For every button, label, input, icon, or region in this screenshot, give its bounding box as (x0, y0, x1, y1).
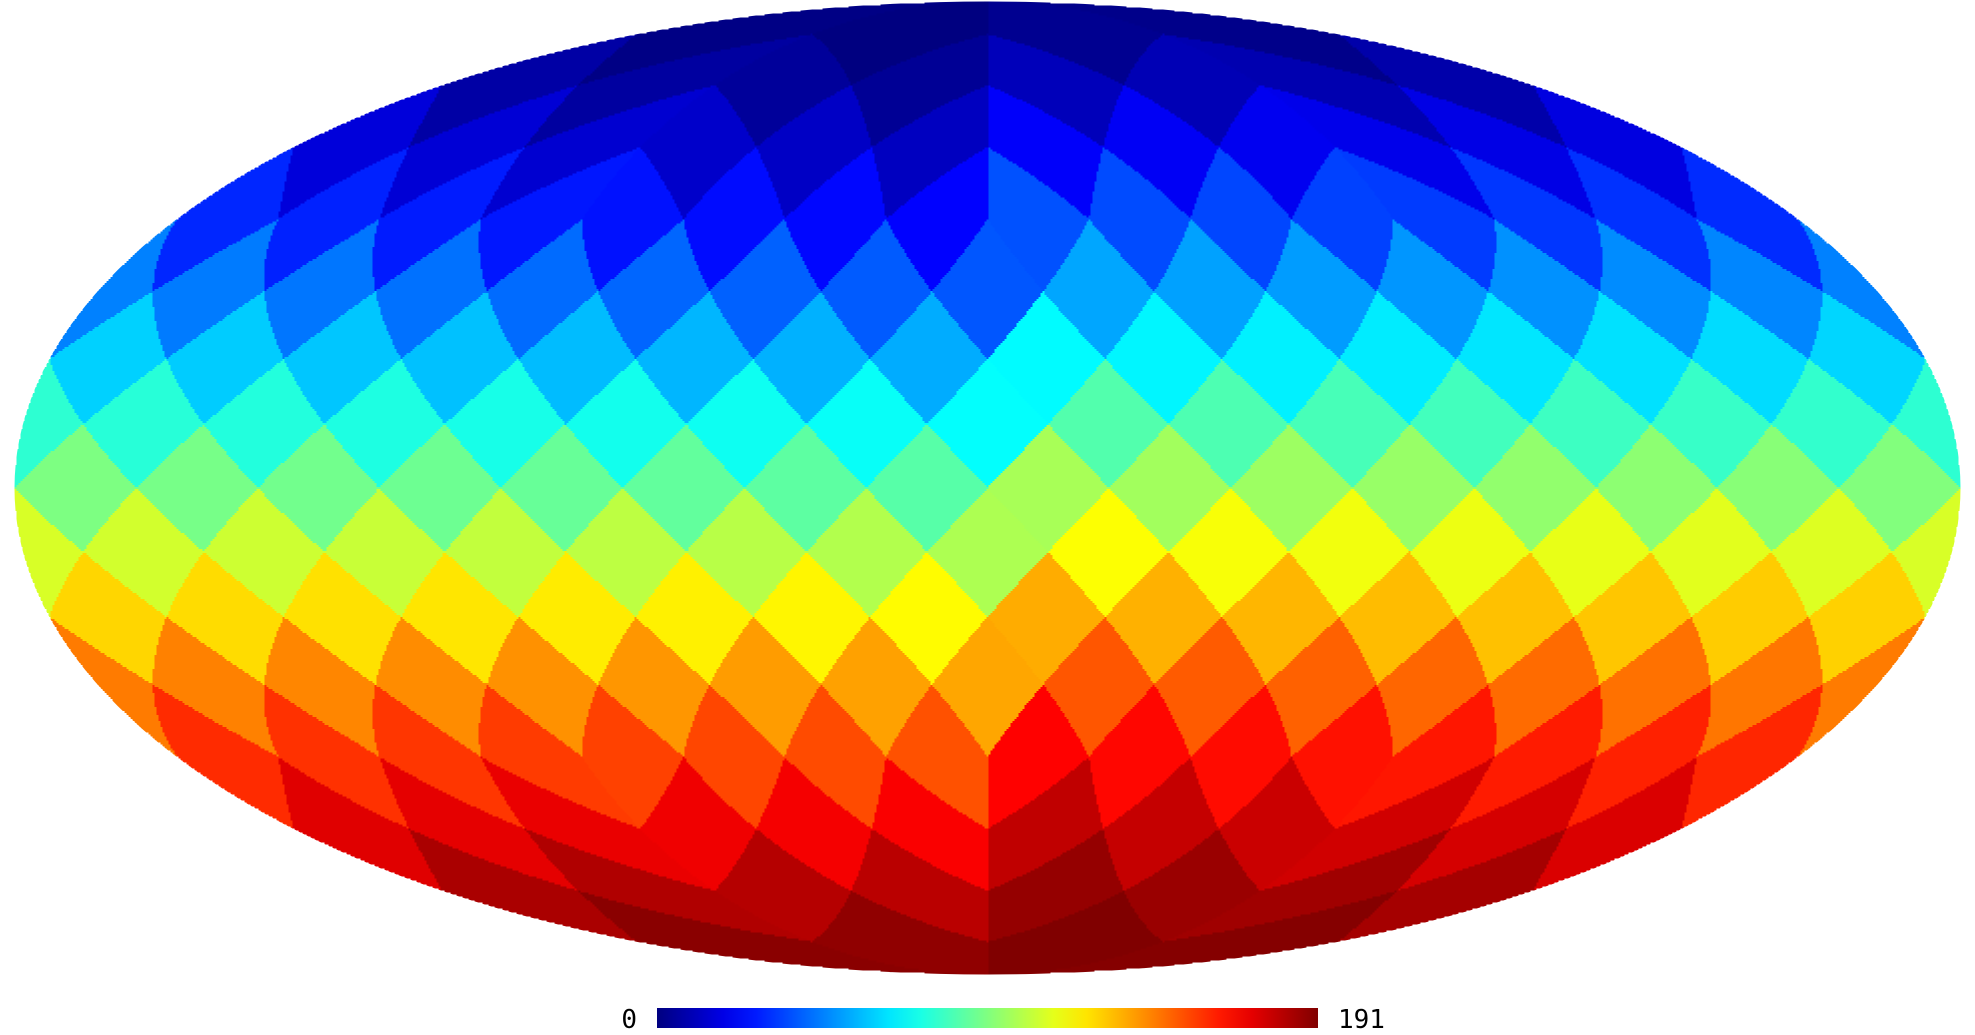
colorbar: 0 191 (621, 1005, 1385, 1035)
colorbar-bar (657, 1008, 1318, 1028)
healpix-pixel-raster (14, 1, 1961, 975)
colorbar-min-label: 0 (621, 1005, 637, 1035)
colorbar-max-label: 191 (1338, 1005, 1385, 1035)
sky-map (14, 1, 1961, 975)
